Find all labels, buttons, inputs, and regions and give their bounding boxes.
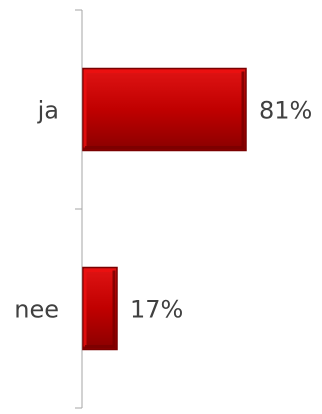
bar-bevel-highlight	[83, 269, 114, 347]
data-label-ja: 81%	[259, 97, 312, 125]
bar-bevel-shadow	[85, 270, 116, 348]
category-label-ja: ja	[37, 97, 59, 125]
data-label-nee: 17%	[130, 296, 183, 324]
labels: ja 81% nee 17%	[14, 97, 312, 324]
bar-nee	[82, 266, 118, 351]
bar-ja	[82, 67, 247, 152]
category-label-nee: nee	[14, 296, 59, 324]
bar-bevel-highlight	[83, 70, 243, 148]
category-axis	[75, 9, 83, 409]
bar-series	[82, 67, 247, 351]
bar	[82, 67, 247, 152]
bar	[82, 266, 118, 351]
bar-bevel-shadow	[85, 71, 245, 149]
